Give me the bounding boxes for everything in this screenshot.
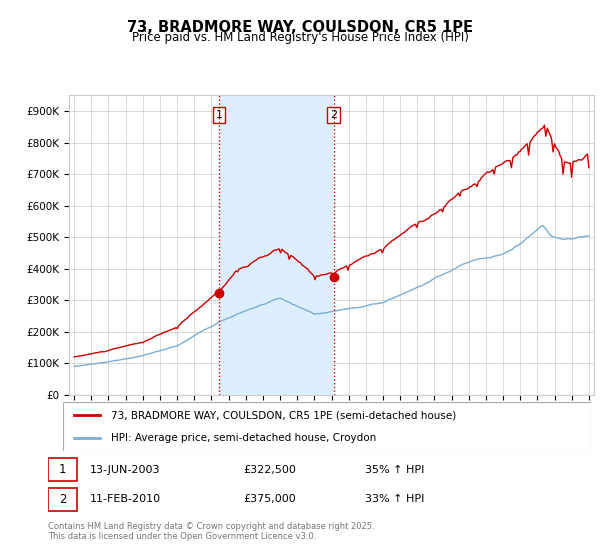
Text: 2: 2 — [330, 110, 337, 120]
Text: 2: 2 — [59, 493, 66, 506]
FancyBboxPatch shape — [48, 488, 77, 511]
FancyBboxPatch shape — [48, 458, 77, 482]
FancyBboxPatch shape — [63, 402, 591, 451]
Text: £375,000: £375,000 — [244, 494, 296, 505]
Text: HPI: Average price, semi-detached house, Croydon: HPI: Average price, semi-detached house,… — [110, 433, 376, 444]
Text: £322,500: £322,500 — [244, 465, 296, 475]
Text: Contains HM Land Registry data © Crown copyright and database right 2025.
This d: Contains HM Land Registry data © Crown c… — [48, 522, 374, 542]
Text: 73, BRADMORE WAY, COULSDON, CR5 1PE: 73, BRADMORE WAY, COULSDON, CR5 1PE — [127, 20, 473, 35]
Text: 13-JUN-2003: 13-JUN-2003 — [90, 465, 161, 475]
Text: 1: 1 — [59, 463, 66, 477]
Text: 1: 1 — [215, 110, 223, 120]
Text: 33% ↑ HPI: 33% ↑ HPI — [365, 494, 424, 505]
Text: Price paid vs. HM Land Registry's House Price Index (HPI): Price paid vs. HM Land Registry's House … — [131, 31, 469, 44]
Text: 35% ↑ HPI: 35% ↑ HPI — [365, 465, 424, 475]
Text: 73, BRADMORE WAY, COULSDON, CR5 1PE (semi-detached house): 73, BRADMORE WAY, COULSDON, CR5 1PE (sem… — [110, 410, 456, 421]
Text: 11-FEB-2010: 11-FEB-2010 — [90, 494, 161, 505]
